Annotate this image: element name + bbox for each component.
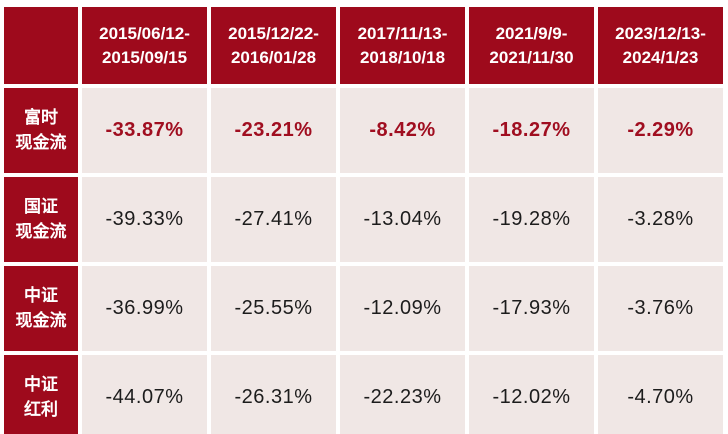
period-start: 2015/12/22-	[228, 23, 319, 43]
value-cell: -39.33%	[82, 177, 207, 262]
row-label-line1: 富时	[24, 107, 58, 127]
value-cell: -44.07%	[82, 355, 207, 434]
header-row: 2015/06/12- 2015/09/15 2015/12/22- 2016/…	[4, 7, 723, 84]
row-label: 富时 现金流	[4, 88, 78, 173]
value-cell: -25.55%	[211, 266, 336, 351]
row-label-line1: 中证	[24, 285, 58, 305]
header-period-5: 2023/12/13- 2024/1/23	[598, 7, 723, 84]
value-cell: -33.87%	[82, 88, 207, 173]
header-period-1: 2015/06/12- 2015/09/15	[82, 7, 207, 84]
period-start: 2023/12/13-	[615, 23, 706, 43]
row-label-line1: 国证	[24, 196, 58, 216]
row-label-line2: 现金流	[15, 310, 67, 330]
value-cell: -19.28%	[469, 177, 594, 262]
table-row-ftse-cashflow: 富时 现金流 -33.87% -23.21% -8.42% -18.27% -2…	[4, 88, 723, 173]
row-label: 国证 现金流	[4, 177, 78, 262]
period-start: 2017/11/13-	[357, 23, 448, 43]
drawdown-returns-table: 2015/06/12- 2015/09/15 2015/12/22- 2016/…	[0, 3, 727, 434]
row-label: 中证 现金流	[4, 266, 78, 351]
value-cell: -17.93%	[469, 266, 594, 351]
period-end: 2016/01/28	[230, 47, 317, 67]
header-period-2: 2015/12/22- 2016/01/28	[211, 7, 336, 84]
value-cell: -12.02%	[469, 355, 594, 434]
value-cell: -22.23%	[340, 355, 465, 434]
period-start: 2021/9/9-	[495, 23, 568, 43]
table-row-guozheng-cashflow: 国证 现金流 -39.33% -27.41% -13.04% -19.28% -…	[4, 177, 723, 262]
period-end: 2021/11/30	[489, 47, 574, 67]
period-end: 2024/1/23	[622, 47, 699, 67]
row-label-line2: 现金流	[15, 132, 67, 152]
row-label-line1: 中证	[24, 374, 58, 394]
value-cell: -23.21%	[211, 88, 336, 173]
row-label: 中证 红利	[4, 355, 78, 434]
value-cell: -13.04%	[340, 177, 465, 262]
value-cell: -26.31%	[211, 355, 336, 434]
value-cell: -3.28%	[598, 177, 723, 262]
corner-cell	[4, 7, 78, 84]
value-cell: -3.76%	[598, 266, 723, 351]
value-cell: -12.09%	[340, 266, 465, 351]
table-row-zhongzheng-dividend: 中证 红利 -44.07% -26.31% -22.23% -12.02% -4…	[4, 355, 723, 434]
value-cell: -8.42%	[340, 88, 465, 173]
header-period-4: 2021/9/9- 2021/11/30	[469, 7, 594, 84]
value-cell: -36.99%	[82, 266, 207, 351]
header-period-3: 2017/11/13- 2018/10/18	[340, 7, 465, 84]
value-cell: -2.29%	[598, 88, 723, 173]
period-end: 2018/10/18	[359, 47, 446, 67]
row-label-line2: 红利	[24, 399, 58, 419]
period-end: 2015/09/15	[101, 47, 188, 67]
value-cell: -18.27%	[469, 88, 594, 173]
period-start: 2015/06/12-	[99, 23, 190, 43]
value-cell: -4.70%	[598, 355, 723, 434]
row-label-line2: 现金流	[15, 221, 67, 241]
value-cell: -27.41%	[211, 177, 336, 262]
table-row-zhongzheng-cashflow: 中证 现金流 -36.99% -25.55% -12.09% -17.93% -…	[4, 266, 723, 351]
